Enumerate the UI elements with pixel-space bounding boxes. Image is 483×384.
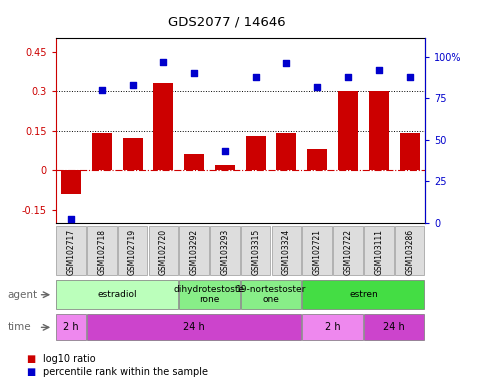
Bar xyxy=(338,91,358,170)
FancyBboxPatch shape xyxy=(302,280,425,310)
Text: GSM103324: GSM103324 xyxy=(282,229,291,275)
FancyBboxPatch shape xyxy=(364,314,425,340)
FancyBboxPatch shape xyxy=(179,226,209,275)
Bar xyxy=(92,133,112,170)
Text: GSM103292: GSM103292 xyxy=(190,229,199,275)
FancyBboxPatch shape xyxy=(302,226,332,275)
Bar xyxy=(399,133,420,170)
Text: GSM103315: GSM103315 xyxy=(251,229,260,275)
FancyBboxPatch shape xyxy=(241,280,301,310)
Text: GSM102721: GSM102721 xyxy=(313,229,322,275)
Text: 19-nortestoster
one: 19-nortestoster one xyxy=(236,285,306,305)
Bar xyxy=(246,136,266,170)
FancyBboxPatch shape xyxy=(118,226,147,275)
Point xyxy=(313,84,321,90)
Text: log10 ratio: log10 ratio xyxy=(43,354,96,364)
Text: agent: agent xyxy=(7,290,37,300)
FancyBboxPatch shape xyxy=(56,314,85,340)
Bar xyxy=(369,91,389,170)
FancyBboxPatch shape xyxy=(87,314,301,340)
Point xyxy=(375,67,383,73)
Point xyxy=(283,60,290,66)
Point xyxy=(159,59,167,65)
FancyBboxPatch shape xyxy=(333,226,363,275)
Text: GSM103111: GSM103111 xyxy=(374,229,384,275)
FancyBboxPatch shape xyxy=(395,226,425,275)
FancyBboxPatch shape xyxy=(272,226,301,275)
Point xyxy=(190,70,198,76)
Bar xyxy=(307,149,327,170)
Text: 24 h: 24 h xyxy=(384,322,405,333)
Text: GSM102720: GSM102720 xyxy=(159,229,168,275)
FancyBboxPatch shape xyxy=(364,226,394,275)
Point xyxy=(221,148,229,154)
Text: GSM103293: GSM103293 xyxy=(220,229,229,275)
Text: GDS2077 / 14646: GDS2077 / 14646 xyxy=(168,15,286,28)
Text: time: time xyxy=(7,322,31,333)
Text: dihydrotestoste
rone: dihydrotestoste rone xyxy=(174,285,245,305)
Text: GSM102717: GSM102717 xyxy=(67,229,75,275)
Bar xyxy=(123,139,142,170)
Bar xyxy=(61,170,81,194)
Text: GSM102722: GSM102722 xyxy=(343,229,353,275)
Text: estren: estren xyxy=(349,290,378,299)
Point xyxy=(128,82,136,88)
Bar xyxy=(215,165,235,170)
FancyBboxPatch shape xyxy=(302,314,363,340)
Bar xyxy=(276,133,297,170)
Text: ■: ■ xyxy=(27,354,36,364)
Text: GSM103286: GSM103286 xyxy=(405,229,414,275)
Text: percentile rank within the sample: percentile rank within the sample xyxy=(43,367,209,377)
Text: GSM102719: GSM102719 xyxy=(128,229,137,275)
FancyBboxPatch shape xyxy=(179,280,240,310)
Text: 2 h: 2 h xyxy=(63,322,79,333)
Bar xyxy=(184,154,204,170)
Point xyxy=(344,74,352,80)
FancyBboxPatch shape xyxy=(56,226,85,275)
Point xyxy=(406,74,413,80)
FancyBboxPatch shape xyxy=(210,226,240,275)
Point xyxy=(98,87,106,93)
Text: 2 h: 2 h xyxy=(325,322,341,333)
Text: GSM102718: GSM102718 xyxy=(97,229,106,275)
Text: ■: ■ xyxy=(27,367,36,377)
Bar xyxy=(153,83,173,170)
Point xyxy=(252,74,259,80)
Point xyxy=(67,216,75,222)
Text: estradiol: estradiol xyxy=(97,290,137,299)
FancyBboxPatch shape xyxy=(241,226,270,275)
FancyBboxPatch shape xyxy=(56,280,178,310)
FancyBboxPatch shape xyxy=(149,226,178,275)
FancyBboxPatch shape xyxy=(87,226,116,275)
Text: 24 h: 24 h xyxy=(183,322,205,333)
